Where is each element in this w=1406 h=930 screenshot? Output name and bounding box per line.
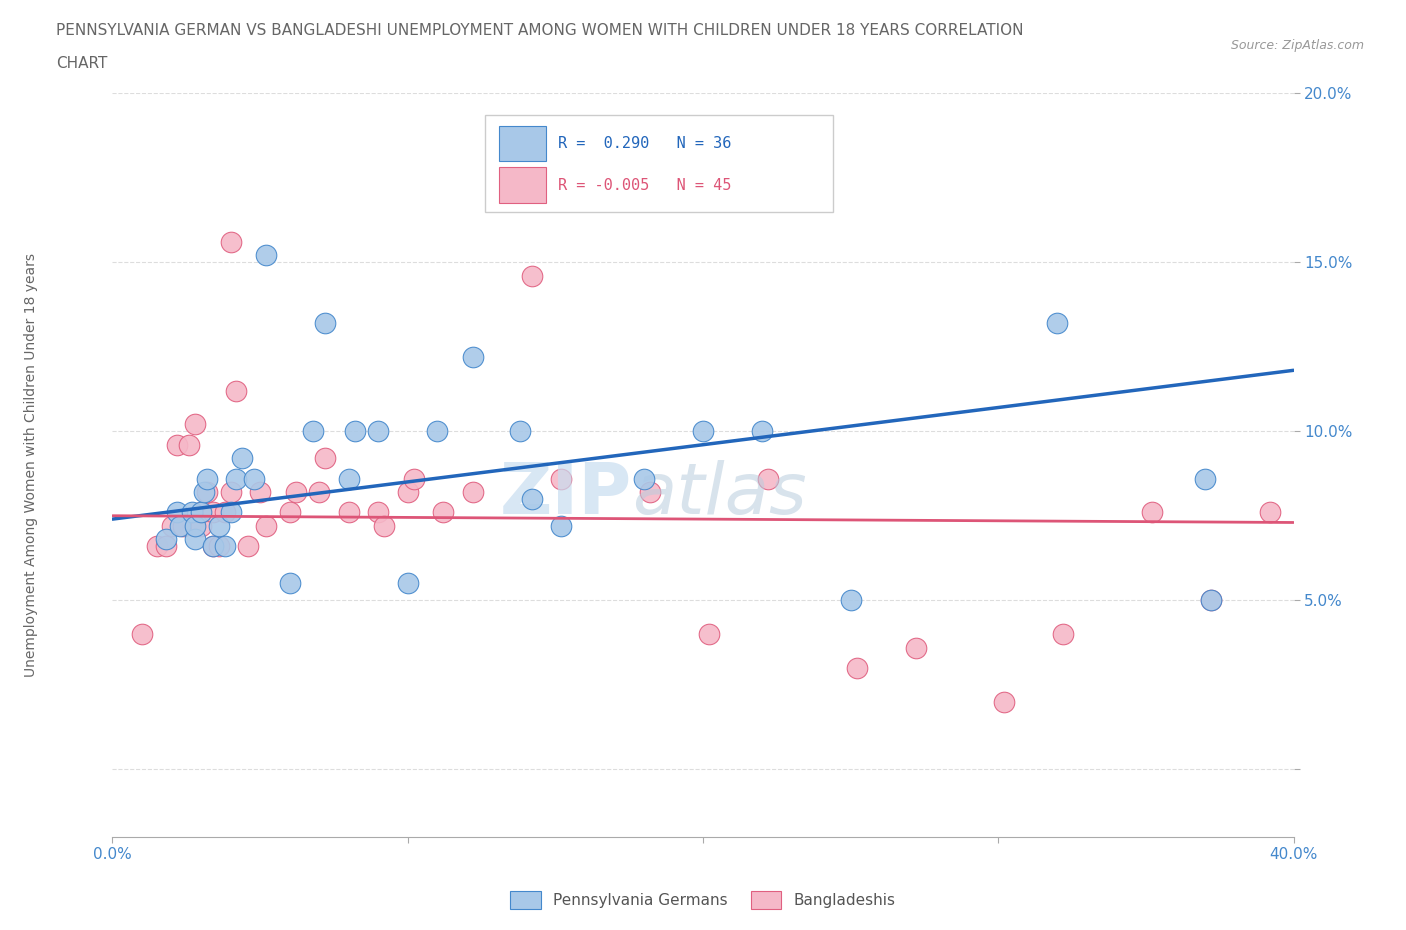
Point <box>184 518 207 533</box>
Point <box>254 518 277 533</box>
Point <box>249 485 271 499</box>
Point <box>432 505 454 520</box>
Point <box>697 627 720 642</box>
Point <box>243 472 266 486</box>
Bar <box>499 126 546 162</box>
Point <box>195 472 218 486</box>
Point <box>214 538 236 553</box>
Point <box>633 472 655 486</box>
Point <box>314 451 336 466</box>
Point <box>756 472 779 486</box>
Point <box>166 437 188 452</box>
Point <box>509 424 531 439</box>
Point <box>278 505 301 520</box>
Point <box>461 350 484 365</box>
Point <box>219 485 242 499</box>
Point <box>193 485 215 499</box>
Point <box>426 424 449 439</box>
Point <box>1194 472 1216 486</box>
Point <box>219 234 242 249</box>
Point <box>238 538 260 553</box>
Text: PENNSYLVANIA GERMAN VS BANGLADESHI UNEMPLOYMENT AMONG WOMEN WITH CHILDREN UNDER : PENNSYLVANIA GERMAN VS BANGLADESHI UNEMP… <box>56 23 1024 38</box>
Point <box>201 538 224 553</box>
Point <box>201 505 224 520</box>
Point <box>373 518 395 533</box>
Point <box>1140 505 1163 520</box>
Point <box>1199 592 1222 607</box>
Point <box>751 424 773 439</box>
Point <box>550 518 572 533</box>
Point <box>214 505 236 520</box>
Point <box>396 576 419 591</box>
Point <box>131 627 153 642</box>
Point <box>184 532 207 547</box>
Bar <box>499 167 546 203</box>
Point <box>692 424 714 439</box>
Point <box>208 518 231 533</box>
Point <box>181 505 204 520</box>
Point <box>839 592 862 607</box>
Point <box>402 472 425 486</box>
Point <box>367 505 389 520</box>
Text: atlas: atlas <box>633 460 807 529</box>
Point <box>993 695 1015 710</box>
Point <box>1052 627 1074 642</box>
Text: ZIP: ZIP <box>501 460 633 529</box>
Point <box>284 485 307 499</box>
Point <box>231 451 253 466</box>
Point <box>1046 315 1069 330</box>
Point <box>179 437 201 452</box>
Point <box>396 485 419 499</box>
Point <box>1199 592 1222 607</box>
Point <box>146 538 169 553</box>
Point <box>461 485 484 499</box>
Point <box>219 505 242 520</box>
Text: R =  0.290   N = 36: R = 0.290 N = 36 <box>558 136 731 151</box>
Point <box>343 424 366 439</box>
Point <box>190 505 212 520</box>
Legend: Pennsylvania Germans, Bangladeshis: Pennsylvania Germans, Bangladeshis <box>505 885 901 915</box>
Point <box>225 383 247 398</box>
Point <box>184 417 207 432</box>
Point <box>904 640 927 655</box>
Text: Unemployment Among Women with Children Under 18 years: Unemployment Among Women with Children U… <box>24 253 38 677</box>
Point <box>190 505 212 520</box>
Text: CHART: CHART <box>56 56 108 71</box>
Text: R = -0.005   N = 45: R = -0.005 N = 45 <box>558 178 731 193</box>
Point <box>160 518 183 533</box>
Point <box>201 538 224 553</box>
Point <box>184 518 207 533</box>
Text: Source: ZipAtlas.com: Source: ZipAtlas.com <box>1230 39 1364 52</box>
Point <box>520 491 543 506</box>
Point <box>845 660 868 675</box>
Point <box>172 518 194 533</box>
Point <box>638 485 661 499</box>
Point <box>308 485 330 499</box>
Point <box>314 315 336 330</box>
Point <box>166 505 188 520</box>
Point <box>225 472 247 486</box>
Point <box>302 424 325 439</box>
Point <box>1258 505 1281 520</box>
Point <box>520 268 543 283</box>
Point <box>169 518 191 533</box>
Point <box>195 485 218 499</box>
Point <box>337 472 360 486</box>
Point <box>155 538 177 553</box>
Point <box>254 248 277 263</box>
Point <box>278 576 301 591</box>
Point <box>190 518 212 533</box>
Point <box>155 532 177 547</box>
Point <box>337 505 360 520</box>
Point <box>208 538 231 553</box>
Point <box>367 424 389 439</box>
Point <box>550 472 572 486</box>
FancyBboxPatch shape <box>485 115 832 212</box>
